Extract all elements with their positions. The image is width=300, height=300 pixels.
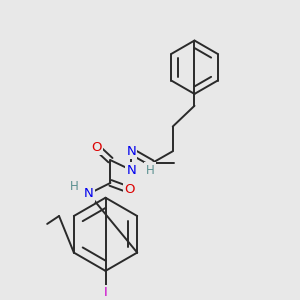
Text: N: N	[126, 145, 136, 158]
Text: O: O	[92, 141, 102, 154]
Text: H: H	[146, 164, 154, 176]
Text: N: N	[126, 164, 136, 176]
Text: H: H	[70, 180, 78, 193]
Text: N: N	[84, 187, 94, 200]
Text: O: O	[124, 183, 134, 196]
Text: I: I	[103, 286, 107, 299]
